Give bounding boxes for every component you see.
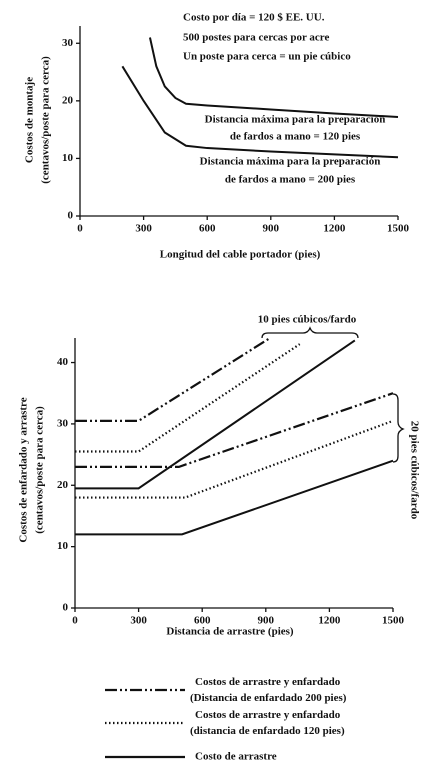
y-tick-label: 20: [62, 94, 74, 106]
data-line: [75, 343, 394, 499]
annotation: de fardos a mano = 200 pies: [225, 174, 356, 186]
y-axis-label: (centavos/poste para cerca): [40, 56, 52, 184]
x-tick-label: 900: [263, 223, 280, 235]
data-line: [121, 65, 399, 159]
axes: [74, 338, 393, 609]
legend-line: Costos de arrastre y enfardado: [195, 676, 341, 688]
y-tick-label: 10: [62, 152, 74, 164]
y-axis-label: Costos de montaje: [24, 77, 36, 163]
x-tick-label: 300: [130, 615, 147, 627]
annotation: Un poste para cerca = un pie cúbico: [183, 51, 351, 63]
annotation: 10 pies cúbicos/fardo: [258, 314, 357, 326]
y-axis-label: Costos de enfardado y arrastre: [18, 397, 30, 542]
y-tick-label: 30: [62, 37, 74, 49]
legend-label: Costos de arrastre y enfardado (distancia…: [190, 709, 345, 737]
annotation: Costo por día = 120 $ EE. UU.: [183, 12, 325, 24]
x-tick-label: 300: [135, 223, 152, 235]
data-line: [75, 337, 394, 468]
data-line: [75, 339, 394, 536]
x-tick-label: 600: [194, 615, 211, 627]
brace: [392, 393, 405, 463]
x-tick-label: 1500: [382, 615, 405, 627]
x-tick-label: 0: [77, 223, 83, 235]
x-tick-label: 900: [258, 615, 275, 627]
annotation: 20 pies cúbicos/fardo: [408, 421, 420, 520]
legend-label: Costo de arrastre: [195, 751, 277, 763]
annotation: Distancia máxima para la preparación: [200, 156, 381, 168]
x-tick-label: 1500: [387, 223, 410, 235]
x-axis-label: Distancia de arrastre (pies): [166, 626, 294, 638]
brace: [261, 326, 359, 339]
annotation: de fardos a mano = 120 pies: [230, 131, 361, 143]
annotation: Distancia máxima para la preparación: [205, 114, 386, 126]
legend-line: (distancia de enfardado 120 pies): [190, 725, 345, 737]
x-axis-label: Longitud del cable portador (pies): [160, 249, 321, 261]
y-tick-label: 10: [57, 540, 69, 552]
legend-line: Costos de arrastre y enfardado: [195, 709, 341, 721]
y-tick-label: 20: [57, 479, 69, 491]
x-tick-label: 0: [72, 615, 78, 627]
x-tick-label: 600: [199, 223, 216, 235]
legend-line: (Distancia de enfardado 200 pies): [190, 692, 347, 704]
y-axis-label: (centavos/poste para cerca): [34, 406, 46, 534]
x-tick-label: 1200: [318, 615, 341, 627]
annotation: 500 postes para cercas por acre: [183, 32, 329, 44]
legend-label: Costos de arrastre y enfardado (Distancia…: [190, 676, 347, 704]
x-tick-label: 1200: [323, 223, 346, 235]
y-tick-label: 0: [68, 210, 74, 222]
y-tick-label: 30: [57, 417, 69, 429]
y-tick-label: 40: [57, 356, 69, 368]
y-tick-label: 0: [63, 602, 69, 614]
data-line: [148, 37, 399, 118]
